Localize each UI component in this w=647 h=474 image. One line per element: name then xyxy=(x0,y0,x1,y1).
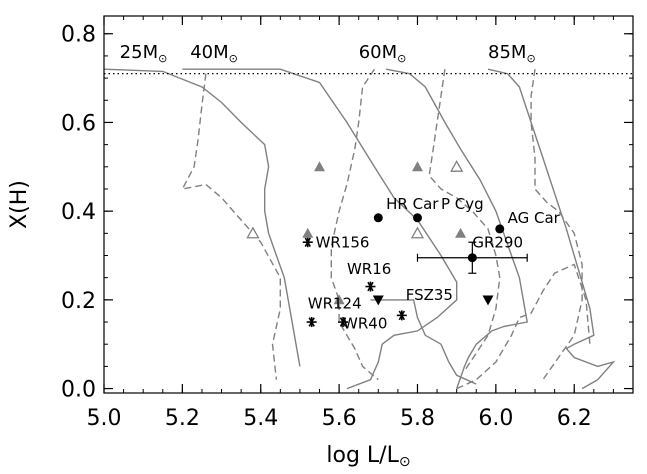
track-2 xyxy=(182,68,458,390)
mass-label-text: 40M xyxy=(190,42,228,63)
x-tick-label: 6.2 xyxy=(557,406,592,431)
point-15 xyxy=(246,226,260,239)
x-tick-label: 5.0 xyxy=(87,406,122,431)
point-8 xyxy=(338,317,349,328)
mass-label-sun: ⊙ xyxy=(526,52,535,65)
point-10 xyxy=(302,227,314,238)
circle-marker xyxy=(467,253,477,263)
y-tick-label: 0.0 xyxy=(61,378,96,403)
mass-label-2: 60M⊙ xyxy=(359,42,407,65)
x-tick-label: 5.4 xyxy=(243,406,278,431)
plot-frame xyxy=(103,15,634,394)
track-6 xyxy=(487,68,616,390)
x-axis-label-sun: ⊙ xyxy=(399,454,411,470)
point-label-2: P Cyg xyxy=(441,195,484,213)
point-3 xyxy=(495,224,505,234)
point-0 xyxy=(373,213,383,223)
y-tick-label: 0.8 xyxy=(61,23,96,48)
circle-marker xyxy=(412,213,422,223)
point-1 xyxy=(412,213,422,223)
point-9 xyxy=(396,310,407,321)
track-0 xyxy=(103,68,301,367)
point-16 xyxy=(410,226,425,239)
point-6 xyxy=(365,281,376,292)
mass-label-1: 40M⊙ xyxy=(190,42,238,65)
point-label-9: FSZ35 xyxy=(406,286,453,304)
triangle-marker xyxy=(411,161,423,172)
point-11 xyxy=(314,161,326,172)
x-tick-label: 5.8 xyxy=(400,406,435,431)
point-labels: HR Car P Cyg AG Car GR290 WR156 WR16 WR124 WR40… xyxy=(308,195,561,333)
x-axis-label: log L/L⊙ xyxy=(326,443,410,470)
point-label-4: GR290 xyxy=(472,234,523,252)
data-points xyxy=(246,159,528,328)
track-1 xyxy=(181,73,281,380)
mass-label-sun: ⊙ xyxy=(229,52,238,65)
open-triangle-marker xyxy=(450,159,464,172)
y-tick-label: 0.2 xyxy=(61,289,96,314)
point-4 xyxy=(416,241,528,274)
point-7 xyxy=(306,317,317,328)
point-14 xyxy=(455,227,467,238)
mass-label-text: 60M xyxy=(359,42,397,63)
open-triangle-marker xyxy=(410,226,425,239)
triangle-marker xyxy=(314,161,326,172)
mass-label-sun: ⊙ xyxy=(158,52,167,65)
x-axis-label-text: log L/L xyxy=(326,443,399,468)
mass-label-sun: ⊙ xyxy=(397,52,406,65)
open-triangle-marker xyxy=(246,226,260,239)
y-tick-label: 0.4 xyxy=(61,200,96,225)
mass-label-text: 25M xyxy=(120,42,158,63)
mass-label-text: 85M xyxy=(488,42,526,63)
y-tick-label: 0.6 xyxy=(61,111,96,136)
y-axis: 0.0 0.2 0.4 0.6 0.8 xyxy=(61,23,633,403)
x-axis: 5.0 5.2 5.4 5.6 5.8 6.0 6.2 xyxy=(87,16,634,431)
mass-labels: 25M⊙ 40M⊙ 60M⊙ 85M⊙ xyxy=(120,42,536,65)
x-tick-label: 6.0 xyxy=(478,406,513,431)
triangle-marker xyxy=(333,294,345,305)
point-13 xyxy=(333,294,345,305)
point-label-7: WR124 xyxy=(308,295,362,313)
point-5 xyxy=(302,237,313,248)
track-5 xyxy=(428,69,501,372)
point-18 xyxy=(372,295,384,306)
track-8 xyxy=(370,299,477,385)
point-label-0: HR Car xyxy=(386,195,439,213)
track-4 xyxy=(385,68,529,389)
track-9 xyxy=(456,263,591,390)
y-axis-label: X(H) xyxy=(7,180,32,229)
mass-label-0: 25M⊙ xyxy=(120,42,168,65)
point-label-3: AG Car xyxy=(508,209,561,227)
mass-label-3: 85M⊙ xyxy=(488,42,536,65)
triangle-marker xyxy=(302,227,314,238)
point-label-6: WR16 xyxy=(347,260,391,278)
track-3 xyxy=(330,68,379,381)
point-19 xyxy=(482,295,494,306)
point-17 xyxy=(450,159,464,172)
down-triangle-marker xyxy=(482,295,494,306)
circle-marker xyxy=(495,224,505,234)
point-12 xyxy=(411,161,423,172)
evolution-tracks xyxy=(103,68,616,390)
circle-marker xyxy=(373,213,383,223)
triangle-marker xyxy=(455,227,467,238)
down-triangle-marker xyxy=(372,295,384,306)
point-label-5: WR156 xyxy=(316,234,370,252)
x-tick-label: 5.6 xyxy=(322,406,357,431)
x-tick-label: 5.2 xyxy=(165,406,200,431)
point-label-8: WR40 xyxy=(343,315,387,333)
